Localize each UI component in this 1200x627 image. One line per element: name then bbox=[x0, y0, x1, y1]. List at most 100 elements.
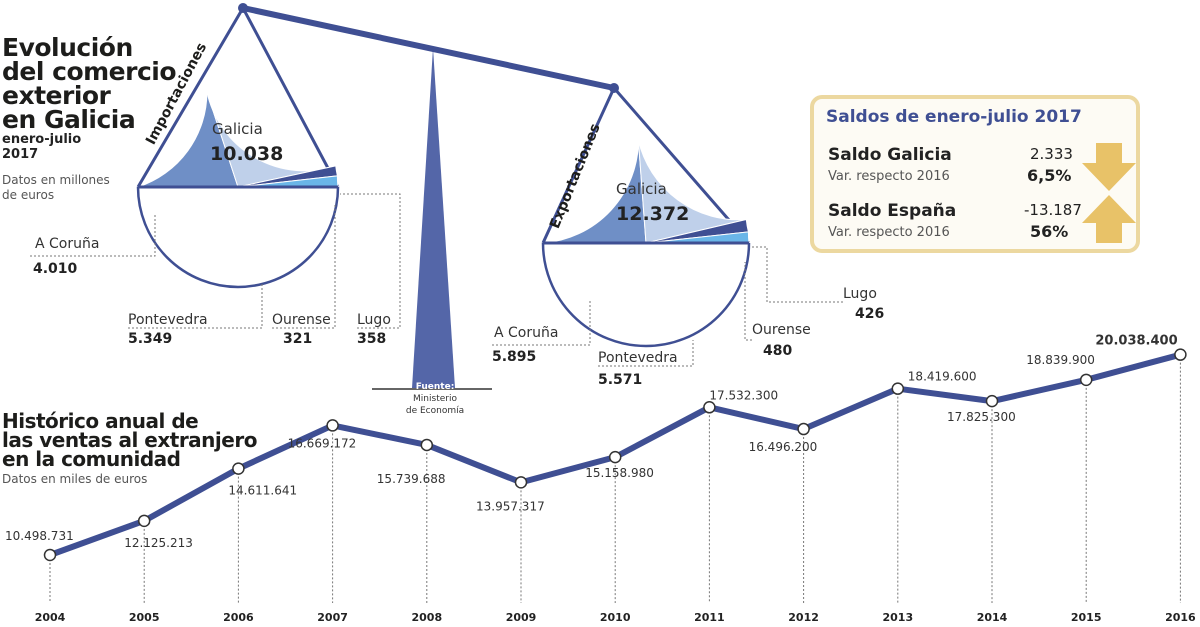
data-point bbox=[1174, 348, 1187, 361]
x-tick-label: 2006 bbox=[223, 611, 254, 624]
title-line: Evolución bbox=[2, 33, 133, 62]
data-label: 18.839.900 bbox=[1026, 353, 1095, 367]
saldos-title: Saldos de enero-julio 2017 bbox=[826, 107, 1082, 127]
main-title: Evolución del comercio exterior en Galic… bbox=[2, 33, 177, 134]
title-line: exterior bbox=[2, 81, 111, 110]
data-point bbox=[232, 462, 245, 475]
exp-lugo-leader bbox=[752, 246, 843, 303]
exports-strings bbox=[541, 85, 751, 244]
scale-beam bbox=[242, 5, 615, 91]
imp-total: 10.038 bbox=[210, 143, 284, 165]
saldo-galicia-label: Saldo Galicia bbox=[828, 145, 952, 165]
exports-slice-pontevedra bbox=[637, 140, 747, 244]
data-point bbox=[608, 450, 622, 464]
data-point bbox=[703, 401, 716, 414]
x-tick-label: 2013 bbox=[882, 611, 913, 624]
data-label: 15.158.980 bbox=[585, 466, 654, 480]
data-point bbox=[420, 438, 434, 452]
exp-coruna-value: 5.895 bbox=[492, 349, 537, 365]
source-line: de Economía bbox=[405, 406, 465, 416]
data-label: 13.957.317 bbox=[476, 499, 545, 513]
x-tick-label: 2014 bbox=[977, 611, 1008, 624]
line-title-line: en la comunidad bbox=[2, 447, 181, 471]
imp-lugo-leader bbox=[340, 193, 401, 329]
imp-coruna-leader bbox=[30, 215, 156, 257]
imp-pontevedra-leader bbox=[128, 283, 263, 329]
imp-lugo-label: Lugo bbox=[357, 312, 391, 328]
x-tick-label: 2004 bbox=[35, 611, 66, 624]
x-tick-label: 2016 bbox=[1165, 611, 1196, 624]
saldo-espana-var-label: Var. respecto 2016 bbox=[828, 225, 950, 240]
x-tick-label: 2015 bbox=[1071, 611, 1102, 624]
data-point bbox=[1079, 373, 1093, 387]
imp-pontevedra-label: Pontevedra bbox=[128, 312, 208, 328]
units-line: de euros bbox=[2, 188, 55, 202]
data-label: 20.038.400 bbox=[1095, 334, 1177, 349]
exp-ourense-value: 480 bbox=[763, 343, 793, 359]
exp-pontevedra-label: Pontevedra bbox=[598, 350, 678, 366]
period-line: enero-julio bbox=[2, 132, 82, 147]
data-point bbox=[137, 514, 151, 528]
saldo-galicia-var-label: Var. respecto 2016 bbox=[828, 169, 950, 184]
data-label: 17.532.300 bbox=[709, 388, 778, 402]
x-tick-label: 2009 bbox=[506, 611, 537, 624]
exp-lugo-value: 426 bbox=[855, 306, 885, 322]
saldos-box: Saldos de enero-julio 2017 Saldo Galicia… bbox=[810, 95, 1140, 253]
title-line: en Galicia bbox=[2, 105, 136, 134]
data-point bbox=[985, 394, 999, 408]
imp-coruna-label: A Coruña bbox=[35, 236, 100, 252]
exp-total: 12.372 bbox=[616, 203, 690, 225]
imp-pontevedra-value: 5.349 bbox=[128, 331, 173, 347]
data-label: 18.419.600 bbox=[908, 370, 977, 384]
x-tick-label: 2012 bbox=[788, 611, 819, 624]
data-point bbox=[797, 422, 810, 436]
x-tick-label: 2005 bbox=[129, 611, 160, 624]
period-line: 2017 bbox=[2, 147, 39, 162]
data-label: 14.611.641 bbox=[228, 484, 297, 498]
title-line: del comercio bbox=[2, 57, 177, 86]
x-tick-label: 2010 bbox=[600, 611, 631, 624]
saldo-galicia-value: 2.333 bbox=[1030, 145, 1073, 163]
data-label: 16.669.172 bbox=[288, 436, 357, 450]
units-line: Datos en millones bbox=[2, 173, 110, 187]
exp-pontevedra-leader bbox=[598, 340, 694, 367]
data-label: 10.498.731 bbox=[5, 529, 74, 543]
exp-ourense-label: Ourense bbox=[752, 322, 811, 338]
source-line: Ministerio bbox=[413, 394, 457, 404]
exports-pan-rim bbox=[541, 242, 751, 348]
source: Fuente: Ministerio de Economía bbox=[395, 381, 475, 417]
exp-coruna-label: A Coruña bbox=[494, 325, 559, 341]
saldo-espana-var: 56% bbox=[1030, 222, 1069, 241]
x-tick-label: 2008 bbox=[411, 611, 442, 624]
exp-center-label: Galicia bbox=[616, 180, 667, 198]
imp-coruna-value: 4.010 bbox=[33, 261, 78, 277]
exp-lugo-label: Lugo bbox=[843, 286, 877, 302]
line-chart-title: Histórico anual de las ventas al extranj… bbox=[2, 409, 257, 471]
line-title-line: Histórico anual de bbox=[2, 409, 199, 433]
imp-ourense-value: 321 bbox=[283, 331, 313, 347]
scale-stand bbox=[412, 48, 455, 388]
exp-coruna-leader bbox=[492, 300, 591, 346]
data-point bbox=[326, 419, 339, 432]
imports-pan-rim bbox=[136, 186, 340, 289]
arrow-down-icon bbox=[1082, 143, 1136, 191]
x-tick-label: 2007 bbox=[317, 611, 348, 624]
imports-strings bbox=[136, 4, 340, 188]
data-label: 17.825.300 bbox=[947, 410, 1016, 424]
source-label: Fuente: bbox=[415, 382, 455, 392]
x-tick-label: 2011 bbox=[694, 611, 725, 624]
line-chart-subtitle: Datos en miles de euros bbox=[2, 472, 148, 486]
arrows bbox=[1082, 143, 1136, 243]
imp-center-label: Galicia bbox=[212, 120, 263, 138]
saldo-espana-value: -13.187 bbox=[1024, 201, 1082, 219]
imp-ourense-leader bbox=[272, 205, 336, 329]
arrow-up-icon bbox=[1082, 195, 1136, 243]
saldo-galicia-var: 6,5% bbox=[1027, 166, 1072, 185]
data-label: 15.739.688 bbox=[377, 472, 446, 486]
imp-ourense-label: Ourense bbox=[272, 312, 331, 328]
imports-slice-a-coruña bbox=[137, 91, 239, 188]
saldo-espana-label: Saldo España bbox=[828, 201, 957, 221]
data-label: 12.125.213 bbox=[124, 536, 193, 550]
